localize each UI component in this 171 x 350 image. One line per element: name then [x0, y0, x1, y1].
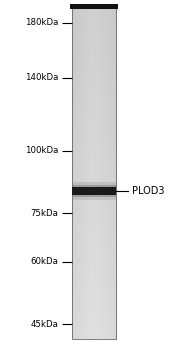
Text: 100kDa: 100kDa: [25, 146, 58, 155]
Bar: [72, 182, 116, 200]
Bar: [72, 187, 116, 195]
Text: 180kDa: 180kDa: [25, 19, 58, 27]
Bar: [70, 4, 118, 9]
Text: PLOD3: PLOD3: [132, 186, 164, 196]
Text: 75kDa: 75kDa: [30, 209, 58, 218]
Text: 45kDa: 45kDa: [30, 320, 58, 329]
Bar: [72, 6, 116, 340]
Text: 60kDa: 60kDa: [30, 257, 58, 266]
Text: 140kDa: 140kDa: [25, 73, 58, 82]
Text: Mouse brain: Mouse brain: [84, 0, 133, 1]
Bar: [72, 185, 116, 197]
